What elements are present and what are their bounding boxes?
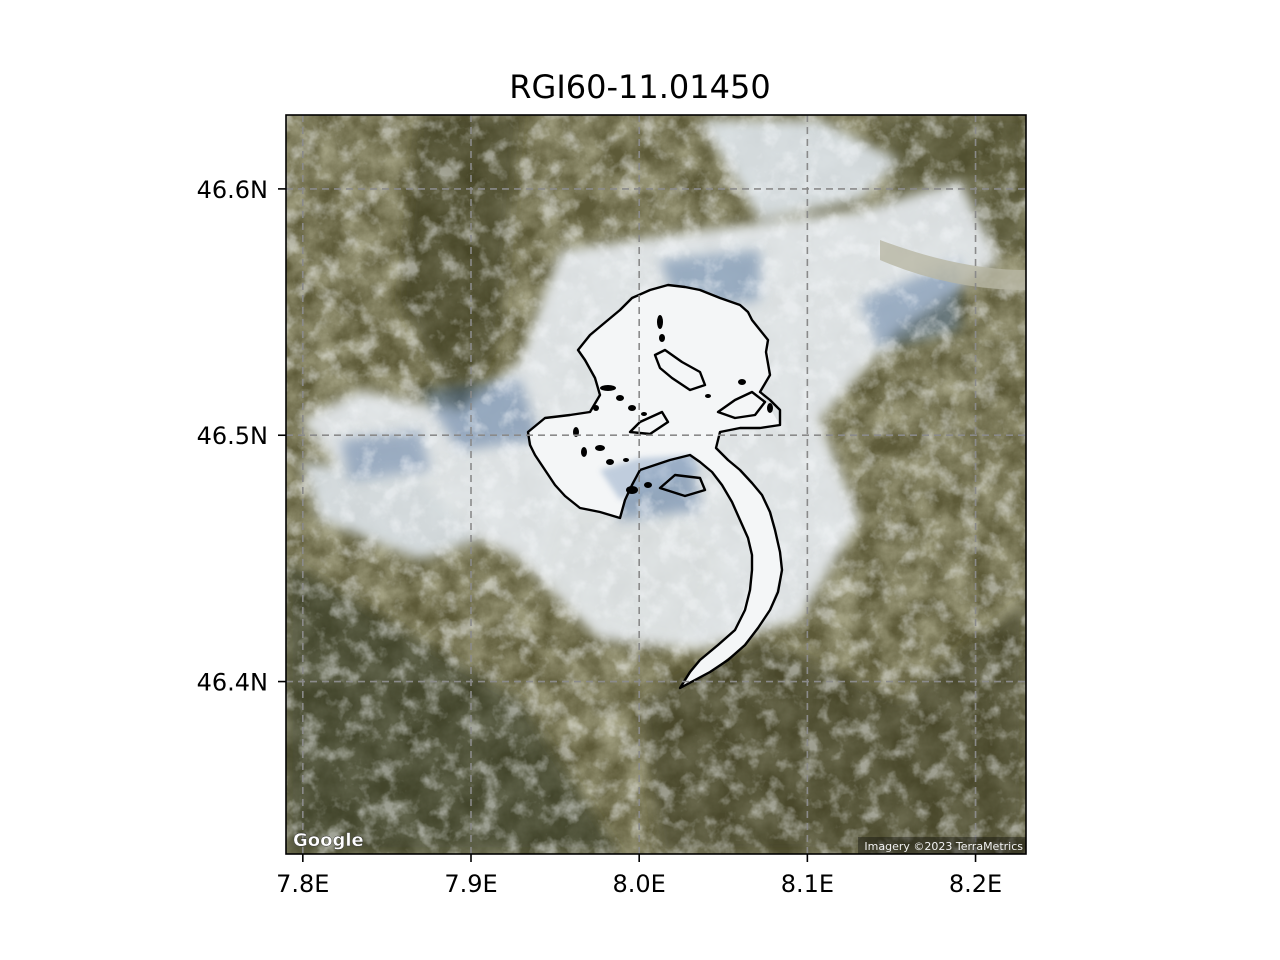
x-axis: 7.8E 7.9E 8.0E 8.1E 8.2E	[276, 854, 1002, 898]
graticule	[286, 115, 1026, 854]
y-tick-label: 46.5N	[197, 422, 268, 450]
glacier-outline	[526, 283, 784, 690]
x-tick-label: 8.2E	[949, 870, 1002, 898]
y-tick-label: 46.6N	[197, 176, 268, 204]
map-title: RGI60-11.01450	[509, 68, 771, 106]
x-tick-label: 8.0E	[613, 870, 666, 898]
x-tick-label: 7.9E	[444, 870, 497, 898]
y-tick-label: 46.4N	[197, 669, 268, 697]
google-logo: Google	[293, 830, 364, 851]
glacier-ice	[528, 285, 782, 688]
satellite-basemap: Google Imagery ©2023 TerraMetrics	[286, 115, 1026, 854]
x-tick-label: 8.1E	[781, 870, 834, 898]
imagery-attribution: Imagery ©2023 TerraMetrics	[864, 840, 1023, 853]
y-axis: 46.6N 46.5N 46.4N	[197, 176, 286, 697]
x-tick-label: 7.8E	[276, 870, 329, 898]
map-frame	[285, 114, 1027, 855]
